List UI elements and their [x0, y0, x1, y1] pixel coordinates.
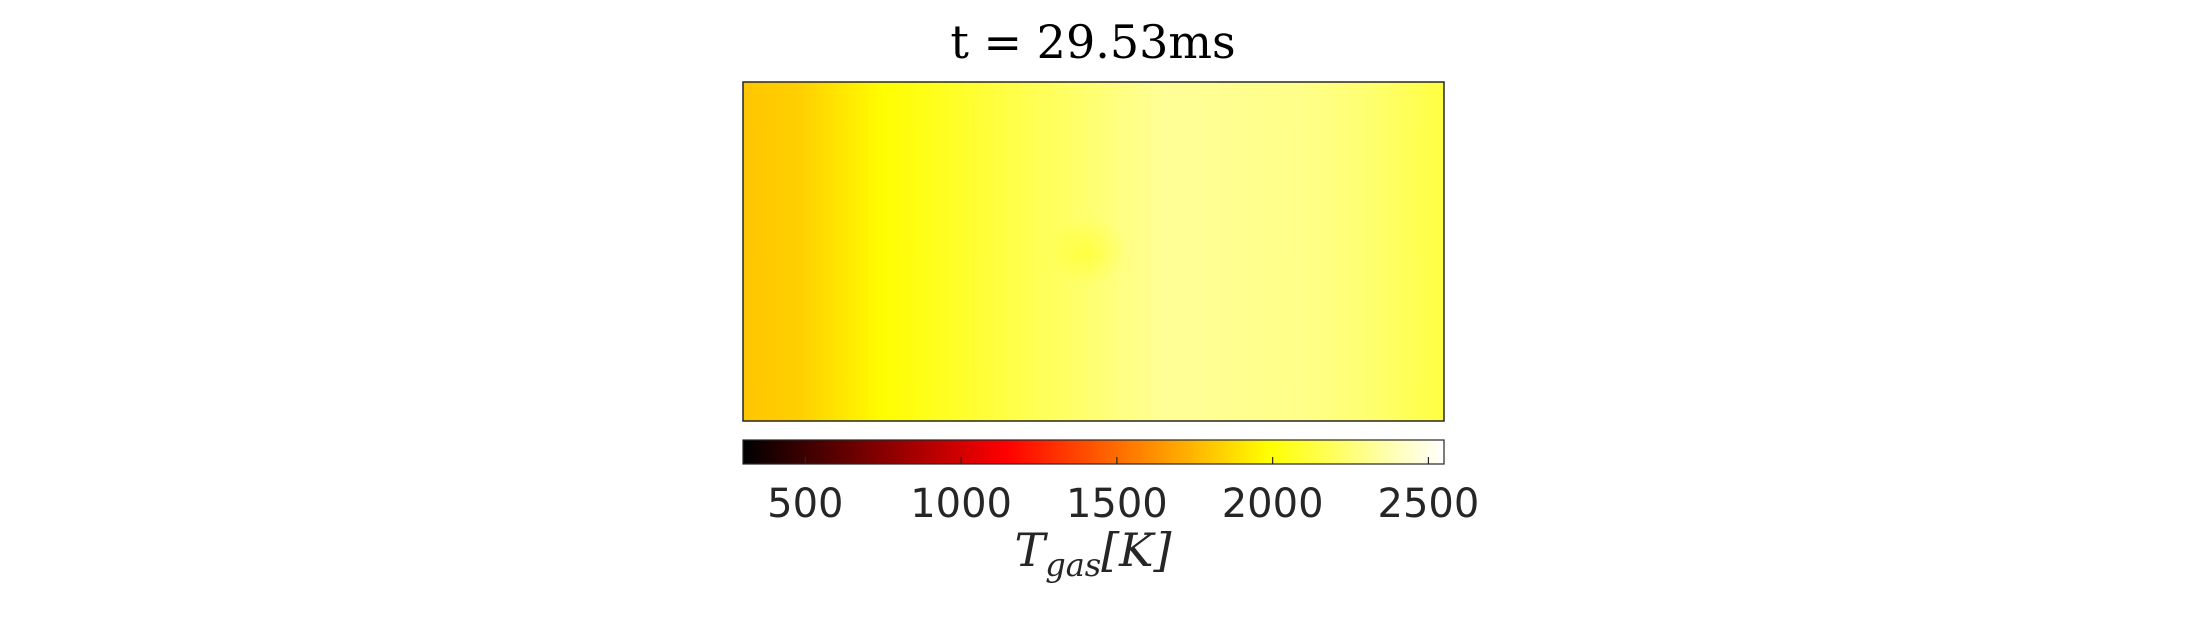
chart-title: t = 29.53ms: [950, 15, 1235, 69]
colorbar-label-main: T: [1015, 523, 1049, 577]
colorbar-tick-label: 1000: [910, 481, 1012, 527]
colorbar-tick-label: 1500: [1066, 481, 1168, 527]
hot-spot: [1046, 218, 1126, 286]
colorbar-strip: [743, 440, 1444, 464]
colorbar-ticks: 500 1000 1500 2000 2500: [767, 457, 1479, 527]
heatmap-plot: [743, 82, 1444, 421]
colorbar-label: Tgas[K]: [1015, 523, 1172, 584]
colorbar-label-unit: [K]: [1101, 523, 1171, 577]
colorbar: 500 1000 1500 2000 2500: [743, 440, 1479, 527]
colorbar-tick-label: 2500: [1378, 481, 1480, 527]
colorbar-tick-label: 2000: [1222, 481, 1324, 527]
colorbar-label-subscript: gas: [1045, 546, 1101, 584]
colorbar-tick-label: 500: [767, 481, 843, 527]
